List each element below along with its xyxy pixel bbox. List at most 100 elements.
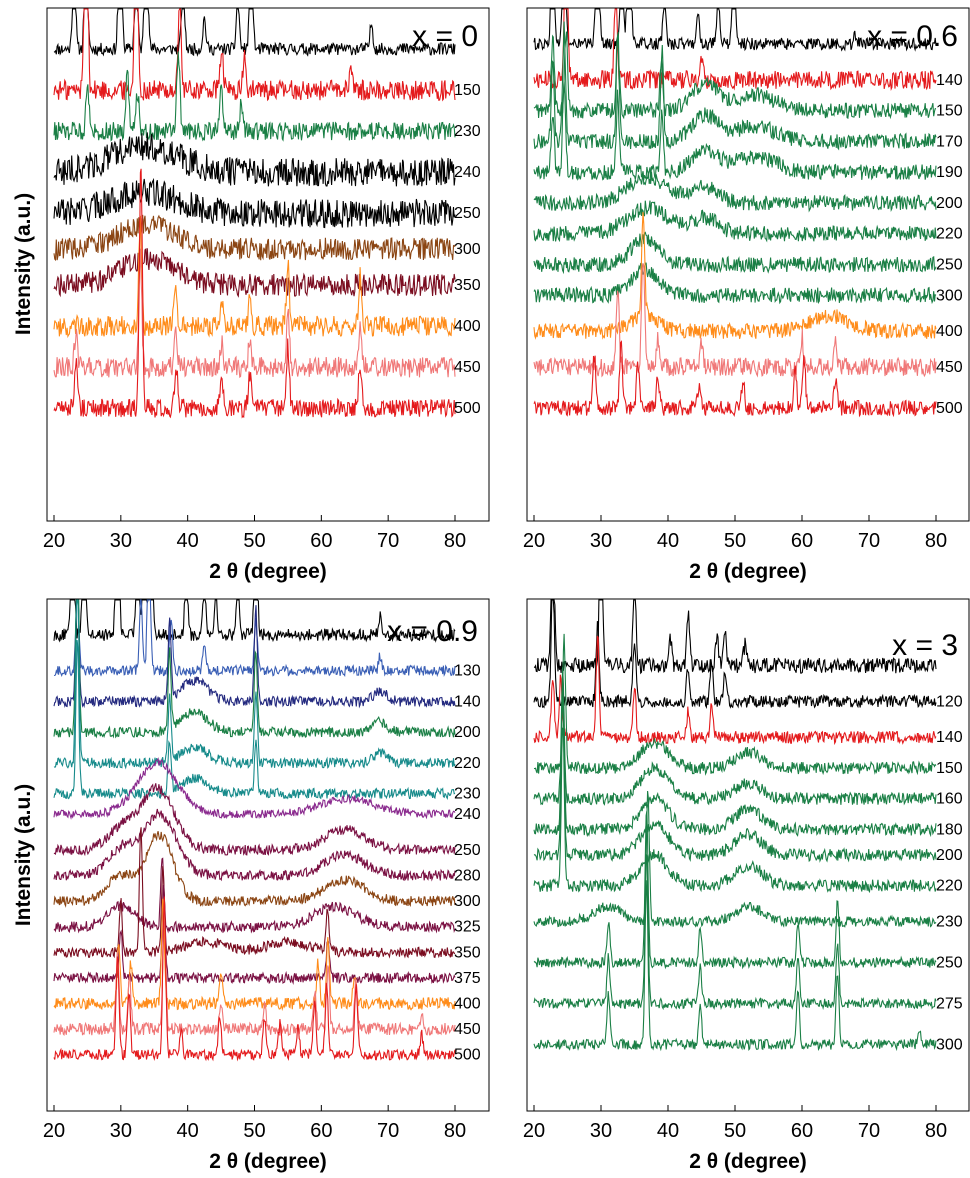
series-label: 200 [454,724,481,741]
x-tick-label: 40 [177,530,199,552]
series-label: 220 [454,755,481,772]
series-label: 400 [454,995,481,1012]
x-axis-label: 2 θ (degree) [689,560,807,583]
x-axis-label: 2 θ (degree) [209,1150,327,1173]
x-tick-label: 60 [310,1120,332,1142]
panel-title: x = 0 [412,20,478,53]
series-label: 200 [936,195,963,212]
y-axis-label: Intensity (a.u.) [12,784,35,926]
x-tick-label: 70 [377,1120,399,1142]
xrd-trace [53,599,456,709]
xrd-trace [533,853,937,1011]
panel-title: x = 3 [892,629,958,662]
series-label: 170 [936,133,963,150]
x-tick-label: 70 [377,530,399,552]
xrd-trace [533,231,937,275]
x-tick-label: 40 [177,1120,199,1142]
series-label: 150 [936,103,963,120]
xrd-trace [533,667,937,806]
series-label: 200 [936,847,963,864]
x-tick-label: 20 [43,530,65,552]
x-tick-group: 20 30 40 50 60 70 80 [523,515,947,552]
x-tick-label: 50 [243,1120,265,1142]
series-label: 400 [454,318,481,335]
xrd-trace [533,8,937,92]
series-label: 230 [454,786,481,803]
xrd-trace [53,921,456,1037]
series-label: 250 [936,257,963,274]
series-label: 280 [454,867,481,884]
xrd-trace [533,700,937,863]
x-tick-label: 30 [590,1120,612,1142]
series-label: 220 [936,878,963,895]
x-tick-label: 60 [310,530,332,552]
xrd-trace [53,8,456,102]
xrd-trace [53,132,456,187]
xrd-trace [53,599,456,643]
x-tick-label: 40 [657,530,679,552]
x-axis-label: 2 θ (degree) [689,1150,807,1173]
trace-group [533,8,937,418]
panel-x-0: 20 30 40 50 60 70 80 150 230 240 250 300 350 400 450 5… [12,7,490,583]
xrd-trace [533,212,937,340]
series-label: 375 [454,970,481,987]
y-axis-label: Intensity (a.u.) [12,193,35,335]
series-label: 160 [936,791,963,808]
xrd-trace [53,214,456,262]
series-label: 325 [454,919,481,936]
series-label: 500 [454,1047,481,1064]
x-axis-label: 2 θ (degree) [209,560,327,583]
plot-frame [526,598,970,1112]
xrd-trace [53,827,456,959]
xrd-trace [533,689,937,838]
trace-group [533,599,937,1052]
x-tick-label: 30 [110,1120,132,1142]
x-tick-group: 20 30 40 50 60 70 80 [43,515,466,552]
series-label: 275 [936,995,963,1012]
x-tick-label: 40 [657,1120,679,1142]
trace-group [53,599,456,1062]
xrd-trace [53,896,456,1062]
series-label: 230 [454,123,481,140]
panel-x-0-9: 20 30 40 50 60 70 80 130 140 200 220 230 240 250 280 3… [12,598,490,1173]
series-label: 240 [454,806,481,823]
x-tick-group: 20 30 40 50 60 70 80 [43,1105,466,1142]
series-label-group: 120 140 150 160 180 200 220 230 250 275 300 [936,693,963,1053]
x-tick-label: 50 [724,1120,746,1142]
xrd-trace [53,215,456,339]
series-label: 500 [936,400,963,417]
xrd-trace [53,857,456,934]
series-label: 300 [454,893,481,910]
xrd-trace [533,880,937,1052]
series-label: 120 [936,693,963,710]
xrd-trace [53,898,456,1012]
trace-group [53,8,456,419]
xrd-trace [533,21,937,151]
series-label-group: 130 140 200 220 230 240 250 280 300 325 350 375 400 4… [454,663,481,1064]
x-tick-label: 30 [110,530,132,552]
xrd-trace [53,51,456,142]
xrd-trace [533,727,937,894]
x-tick-label: 20 [523,530,545,552]
x-tick-label: 80 [925,530,947,552]
xrd-trace [53,831,456,908]
series-label: 450 [454,359,481,376]
x-tick-label: 30 [590,530,612,552]
x-tick-label: 50 [724,530,746,552]
series-label-group: 140 150 170 190 200 220 250 300 400 450 500 [936,72,963,417]
x-tick-label: 50 [243,530,265,552]
xrd-trace [53,168,456,419]
series-label: 190 [936,164,963,181]
series-label: 130 [454,663,481,680]
x-tick-label: 80 [444,1120,466,1142]
x-tick-label: 60 [791,1120,813,1142]
series-label: 250 [454,842,481,859]
series-label: 140 [454,693,481,710]
xrd-trace [533,171,937,213]
x-tick-label: 80 [925,1120,947,1142]
x-tick-label: 20 [523,1120,545,1142]
series-label: 250 [454,205,481,222]
series-label: 240 [454,164,481,181]
series-label: 180 [936,821,963,838]
